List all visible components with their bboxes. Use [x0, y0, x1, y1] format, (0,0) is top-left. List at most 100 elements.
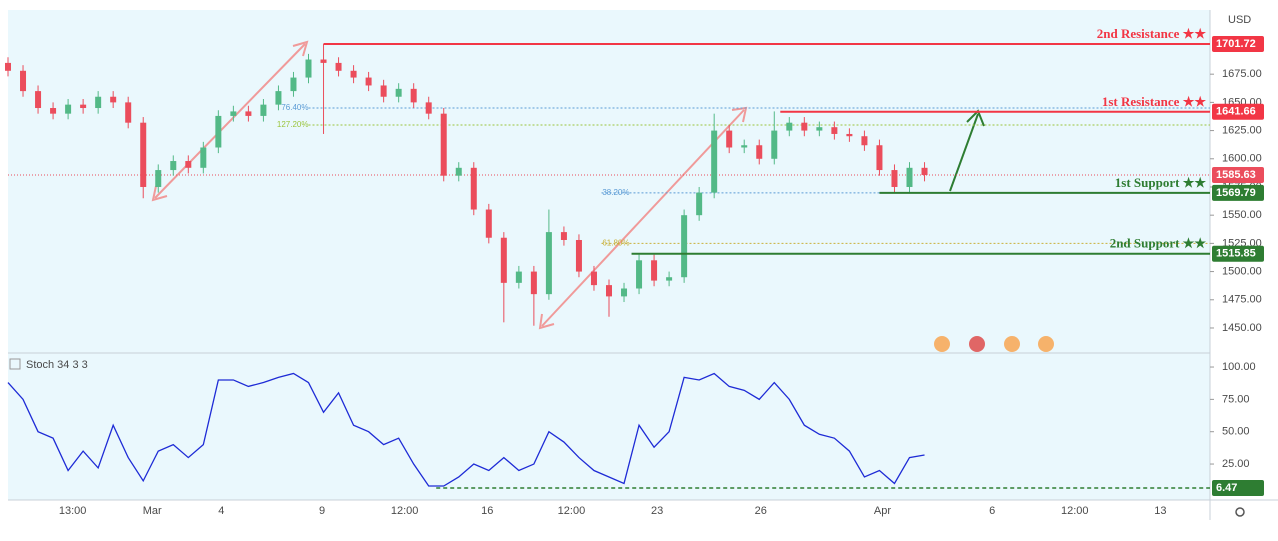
- y-tick-label: 1550.00: [1222, 209, 1262, 221]
- x-tick-label: 13: [1154, 505, 1166, 517]
- x-tick-label: 12:00: [391, 505, 419, 517]
- price-tag-label: 6.47: [1216, 482, 1237, 494]
- candle-body: [290, 77, 297, 92]
- candle-body: [606, 285, 612, 297]
- price-tag-label: 1585.63: [1216, 169, 1256, 181]
- candle-body: [140, 122, 147, 187]
- y-tick-label: 100.00: [1222, 361, 1256, 373]
- candle-body: [65, 104, 72, 114]
- candle-body: [365, 77, 372, 86]
- candle-body: [906, 167, 913, 187]
- candle-body: [275, 91, 282, 105]
- candle-body: [380, 85, 387, 97]
- candle-body: [651, 260, 658, 281]
- candle-body: [861, 136, 868, 146]
- y-tick-label: 75.00: [1222, 393, 1250, 405]
- x-tick-label: 13:00: [59, 505, 87, 517]
- price-tag: [1212, 245, 1264, 262]
- candle-body: [5, 62, 11, 71]
- candle-body: [260, 104, 267, 116]
- candle-body: [696, 192, 703, 216]
- candle-body: [756, 145, 763, 159]
- candle-body: [831, 127, 838, 134]
- price-tag-label: 1515.85: [1216, 248, 1256, 260]
- x-tick-label: 16: [481, 505, 493, 517]
- candle-body: [891, 170, 898, 187]
- candle-body: [350, 70, 357, 78]
- candle-body: [110, 96, 117, 103]
- settings-icon[interactable]: [1235, 507, 1245, 517]
- trend-arrow: [154, 43, 306, 199]
- candle-body: [681, 215, 688, 278]
- x-tick-label: Apr: [874, 505, 891, 517]
- event-icon: [1004, 336, 1020, 352]
- candle-body: [530, 271, 537, 295]
- candle-body: [155, 170, 162, 187]
- price-tag-label: 1701.72: [1216, 38, 1256, 50]
- event-icons: [934, 336, 1054, 352]
- candle-body: [545, 232, 552, 295]
- candle-body: [320, 59, 327, 63]
- candle-body: [20, 70, 27, 92]
- candle-body: [200, 147, 207, 168]
- candle-body: [636, 260, 643, 289]
- projection-arrow: [949, 113, 979, 192]
- candle-body: [245, 111, 252, 116]
- level-name: 2nd Support ★★: [1110, 236, 1207, 251]
- candle-body: [485, 209, 492, 238]
- candle-body: [50, 108, 57, 114]
- candle-body: [410, 88, 417, 103]
- candle-body: [801, 122, 808, 131]
- candle-body: [921, 167, 928, 175]
- level-name: 1st Support ★★: [1115, 175, 1207, 190]
- candle-body: [335, 62, 342, 71]
- candle-body: [786, 122, 793, 131]
- y-tick-label: 1500.00: [1222, 265, 1262, 277]
- candle-body: [455, 167, 462, 176]
- candle-body: [816, 127, 823, 131]
- arrow-head: [151, 185, 168, 202]
- y-tick-label: 1675.00: [1222, 68, 1262, 80]
- collapse-button[interactable]: [9, 358, 21, 370]
- candle-body: [230, 111, 237, 116]
- candle-body: [846, 133, 853, 137]
- event-icon: [1038, 336, 1054, 352]
- candle-body: [500, 237, 507, 283]
- event-icon: [934, 336, 950, 352]
- fib-label: 61.80%: [602, 238, 629, 247]
- candle-body: [771, 130, 778, 159]
- candle-body: [80, 104, 87, 109]
- candle-body: [395, 88, 402, 97]
- candle-body: [440, 113, 447, 176]
- y-tick-label: 1625.00: [1222, 124, 1262, 136]
- candle-body: [305, 59, 312, 78]
- currency-label: USD: [1228, 14, 1251, 26]
- y-tick-label: 25.00: [1222, 458, 1250, 470]
- candle-body: [35, 91, 42, 109]
- y-tick-label: 50.00: [1222, 426, 1250, 438]
- x-tick-label: 23: [651, 505, 663, 517]
- y-tick-label: 1600.00: [1222, 153, 1262, 165]
- candle-body: [470, 167, 477, 210]
- price-tag-label: 1569.79: [1216, 187, 1256, 199]
- x-tick-label: 4: [218, 505, 224, 517]
- x-tick-label: 12:00: [558, 505, 586, 517]
- candle-body: [876, 145, 883, 171]
- candle-body: [185, 161, 192, 168]
- candle-body: [575, 239, 582, 272]
- price-tag-label: 1641.66: [1216, 106, 1256, 118]
- candle-body: [215, 115, 222, 148]
- arrow-head: [538, 313, 555, 330]
- candle-body: [590, 271, 597, 286]
- candle-body: [125, 102, 132, 123]
- level-name: 2nd Resistance ★★: [1097, 26, 1207, 41]
- price-tag: [1212, 103, 1264, 120]
- y-tick-label: 1475.00: [1222, 294, 1262, 306]
- trend-arrow: [541, 109, 745, 327]
- x-tick-label: 6: [989, 505, 995, 517]
- level-name: 1st Resistance ★★: [1102, 94, 1207, 109]
- stoch-line: [7, 372, 925, 487]
- fib-label: 38.20%: [602, 188, 629, 197]
